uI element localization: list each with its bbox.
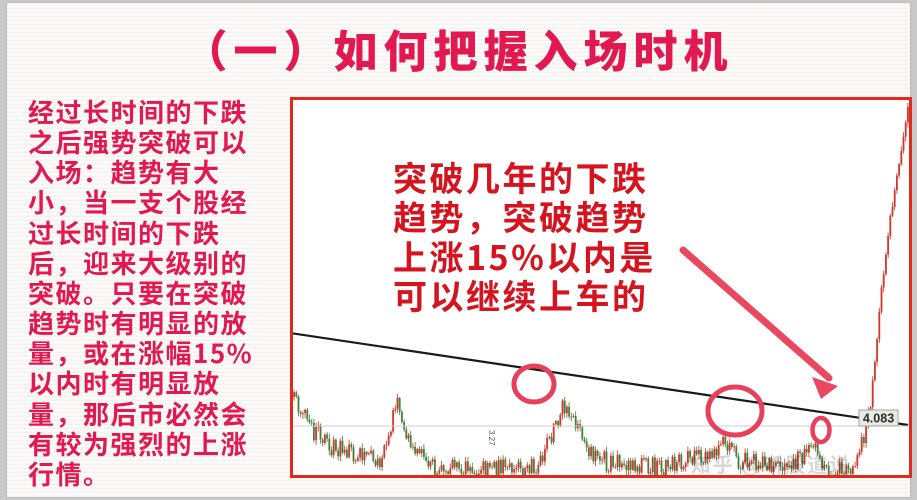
svg-text:4.083: 4.083 (863, 412, 894, 426)
